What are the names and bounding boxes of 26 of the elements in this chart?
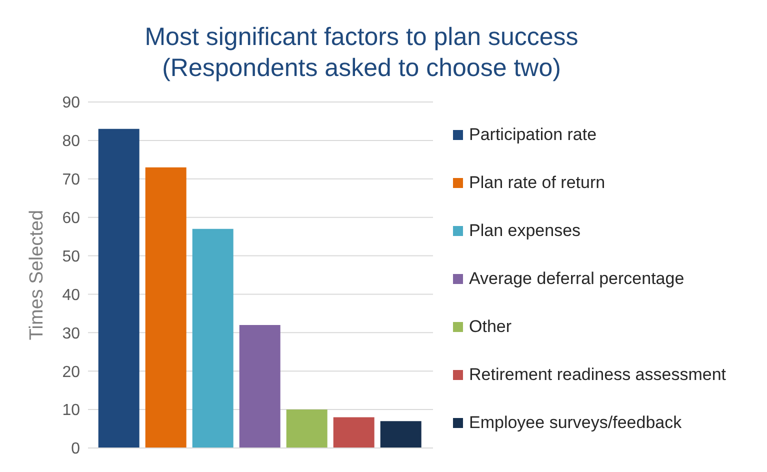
y-tick-label: 20 xyxy=(62,364,80,381)
legend-label: Retirement readiness assessment xyxy=(469,365,726,385)
bar xyxy=(192,228,234,448)
y-tick-label: 70 xyxy=(62,172,80,189)
y-tick-label: 80 xyxy=(62,133,80,150)
legend-label: Average deferral percentage xyxy=(469,269,684,289)
chart-title: Most significant factors to plan success (Respondents asked to choose two) xyxy=(144,22,580,84)
bar xyxy=(286,410,328,448)
legend-label: Plan expenses xyxy=(469,221,581,241)
y-tick-label: 60 xyxy=(62,210,80,228)
bar xyxy=(333,417,374,448)
y-tick-label: 50 xyxy=(62,248,80,266)
y-tick-label: 40 xyxy=(62,286,80,304)
bar xyxy=(239,324,280,448)
y-tick-label: 10 xyxy=(62,402,80,420)
bar xyxy=(98,128,140,448)
bar xyxy=(380,421,422,448)
legend-label: Employee surveys/feedback xyxy=(469,413,682,433)
legend-label: Other xyxy=(469,317,512,337)
y-tick-label: 0 xyxy=(71,440,80,458)
legend-label: Participation rate xyxy=(469,125,597,145)
bar xyxy=(145,167,186,448)
y-tick-label: 90 xyxy=(62,94,80,112)
legend-label: Plan rate of return xyxy=(469,173,606,193)
y-tick-label: 30 xyxy=(62,325,80,342)
y-axis-title: Times Selected xyxy=(26,210,48,340)
